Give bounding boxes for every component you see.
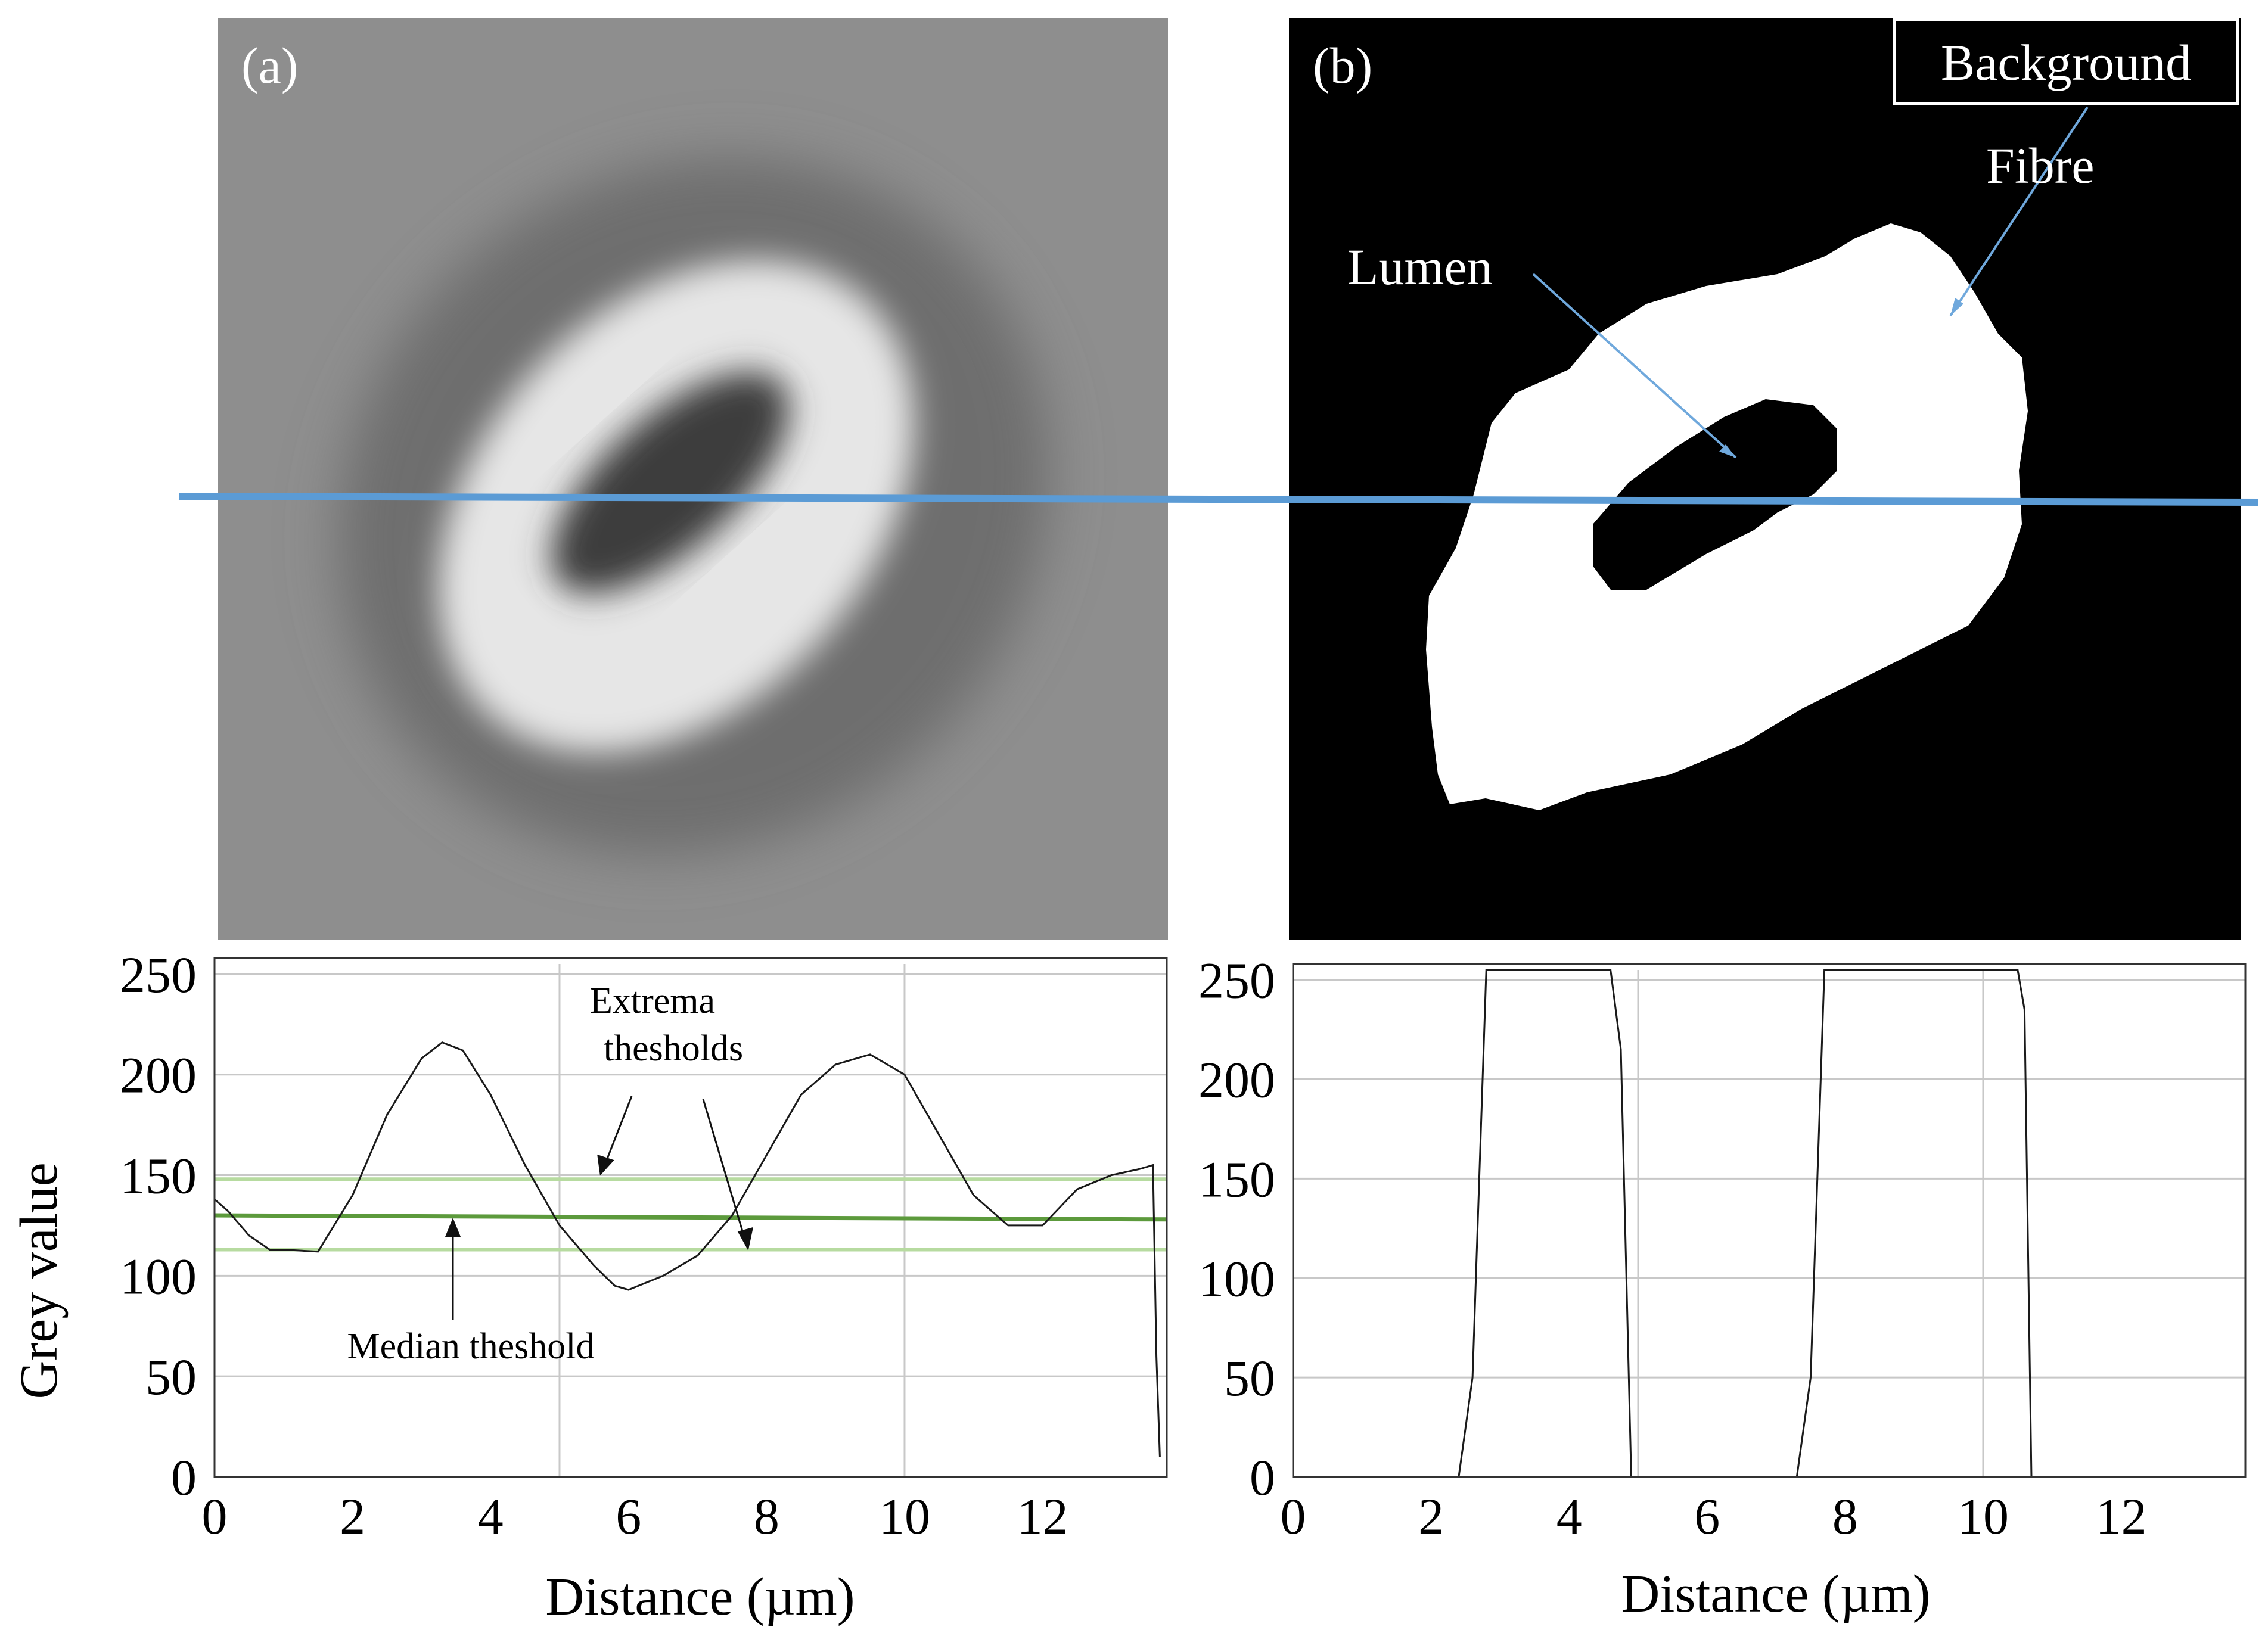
median-threshold-line	[214, 1213, 1167, 1222]
x-tick-label: 10	[879, 1488, 930, 1545]
x-tick-label: 10	[1958, 1488, 2009, 1545]
x-tick-label: 4	[1556, 1488, 1582, 1545]
x-tick-label: 12	[1017, 1488, 1068, 1545]
x-tick-label: 8	[754, 1488, 779, 1545]
chart-b-x-tick-labels: 0 2 4 6 8 10 12	[1281, 1488, 2147, 1545]
chart-b-profile-line	[1458, 969, 2033, 1478]
y-tick-label: 100	[1198, 1250, 1275, 1307]
chart-a-thresholds	[214, 1177, 1167, 1252]
grey-profile-chart-b: 0 50 100 150 200 250 0 2 4 6 8 10 12 Distance (µm)	[1198, 952, 2247, 1623]
x-tick-label: 6	[1694, 1488, 1720, 1545]
x-axis-title-a: Distance (µm)	[545, 1567, 855, 1626]
y-tick-label: 50	[1224, 1349, 1275, 1407]
y-tick-label: 0	[1250, 1449, 1275, 1506]
y-tick-label: 250	[120, 946, 197, 1003]
chart-a-y-tick-labels: 0 50 100 150 200 250	[120, 946, 197, 1506]
fibre-label: Fibre	[1986, 137, 2095, 194]
y-tick-label: 150	[1198, 1150, 1275, 1208]
extrema-annotation-line1: Extrema	[590, 981, 715, 1021]
extrema-annotation-line2: thesholds	[604, 1028, 743, 1069]
annotation-arrows	[445, 1096, 753, 1320]
panel-a-label: (a)	[241, 37, 299, 94]
y-axis-title: Grey value	[10, 1162, 69, 1399]
fibre-arrow-head	[1950, 298, 1963, 316]
lumen-arrow	[1532, 273, 1737, 459]
x-tick-label: 4	[478, 1488, 504, 1545]
chart-a-x-tick-labels: 0 2 4 6 8 10 12	[202, 1488, 1068, 1545]
x-axis-title-b: Distance (µm)	[1621, 1564, 1930, 1623]
median-annotation: Median theshold	[347, 1326, 595, 1367]
y-tick-label: 200	[120, 1047, 197, 1104]
fibre-arrow	[1949, 106, 2089, 317]
lumen-arrow-head	[1719, 444, 1736, 458]
y-tick-label: 100	[120, 1248, 197, 1305]
x-tick-label: 8	[1832, 1488, 1858, 1545]
chart-b-grid	[1293, 970, 2245, 1478]
chart-a-frame	[213, 957, 1168, 1478]
y-tick-label: 250	[1198, 952, 1275, 1009]
x-tick-label: 2	[1418, 1488, 1444, 1545]
micrograph-panel-a: (a)	[218, 18, 1168, 940]
x-tick-label: 12	[2096, 1488, 2147, 1545]
binary-fibre-image	[1289, 18, 2241, 940]
x-tick-label: 0	[202, 1488, 228, 1545]
binary-panel-b: (b) Background Lumen Fibre	[1289, 18, 2241, 940]
y-tick-label: 200	[1198, 1052, 1275, 1109]
chart-b-frame	[1292, 963, 2247, 1478]
grey-profile-chart-a: 0 50 100 150 200 250 0 2 4 6 8 10 12 Grey value Dis…	[10, 946, 1168, 1626]
chart-b-y-tick-labels: 0 50 100 150 200 250	[1198, 952, 1275, 1506]
x-tick-label: 0	[1281, 1488, 1306, 1545]
y-tick-label: 0	[171, 1449, 197, 1506]
x-tick-label: 2	[340, 1488, 365, 1545]
y-tick-label: 150	[120, 1147, 197, 1205]
y-tick-label: 50	[145, 1348, 197, 1405]
panel-b-label: (b)	[1313, 37, 1373, 94]
greyscale-fibre-image	[218, 18, 1168, 940]
chart-a-profile-line	[214, 1041, 1161, 1457]
x-tick-label: 6	[616, 1488, 641, 1545]
background-label: Background	[1893, 18, 2239, 105]
lumen-label: Lumen	[1347, 238, 1493, 296]
